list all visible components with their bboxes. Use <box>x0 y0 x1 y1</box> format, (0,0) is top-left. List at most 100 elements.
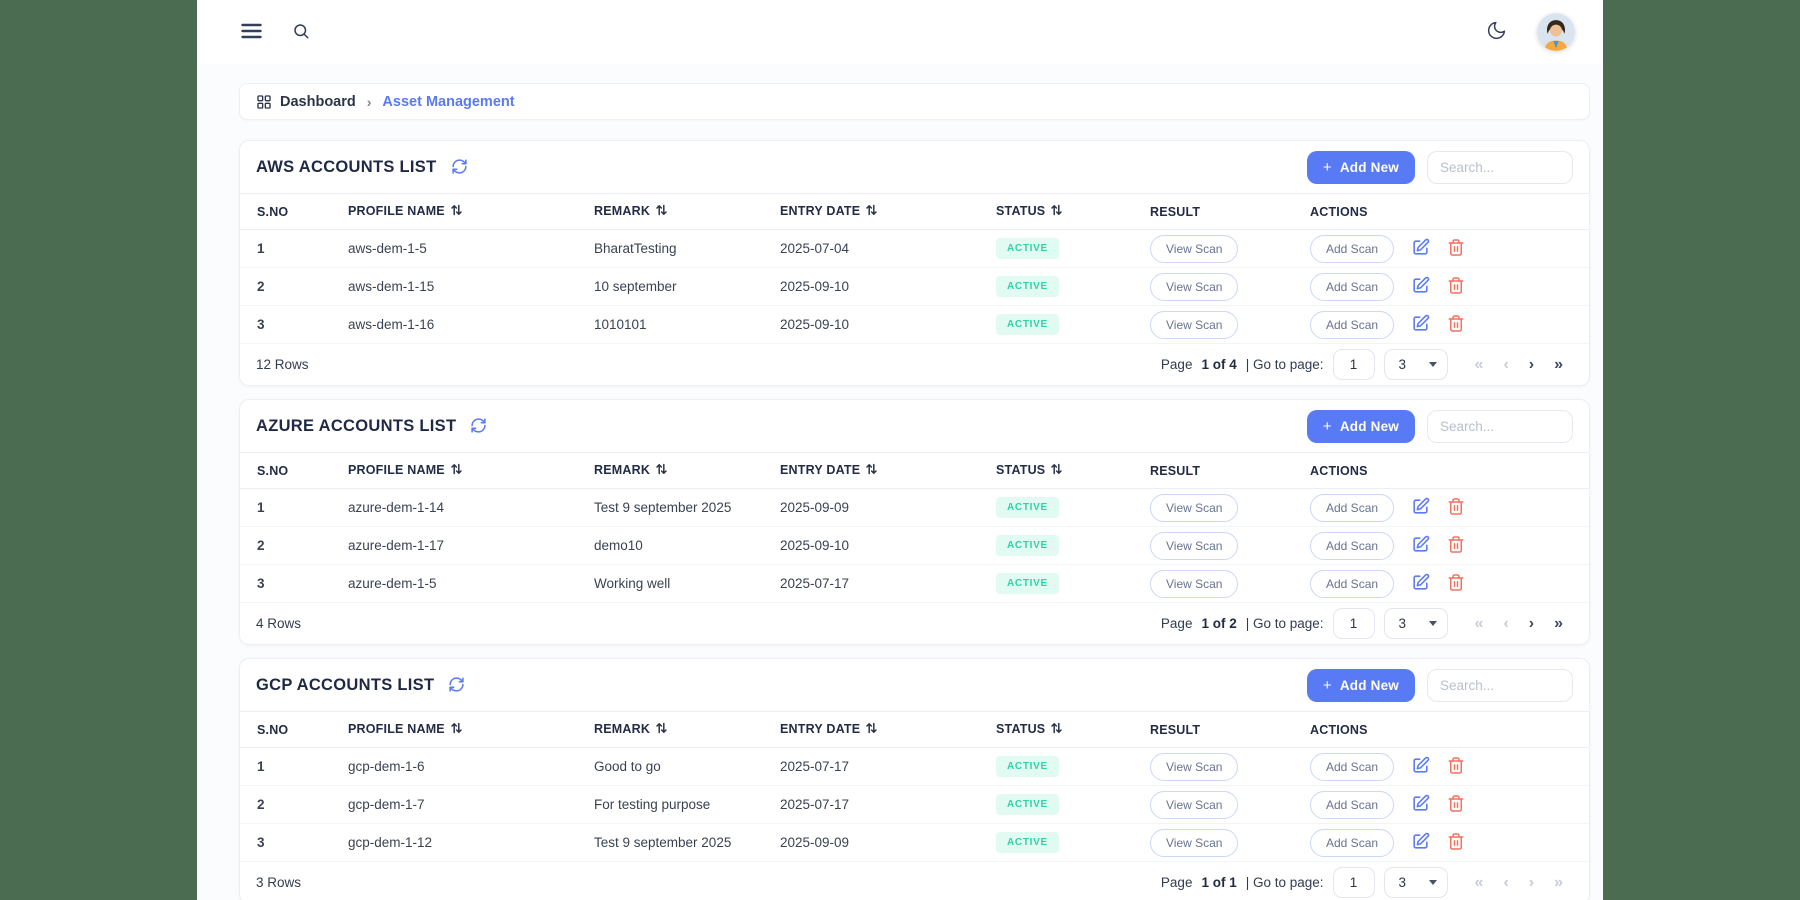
edit-button[interactable] <box>1411 794 1430 816</box>
edit-button[interactable] <box>1411 535 1430 557</box>
add-scan-button[interactable]: Add Scan <box>1310 752 1395 781</box>
user-avatar[interactable] <box>1537 13 1575 51</box>
page-size-select[interactable]: 3 <box>1383 608 1448 639</box>
delete-button[interactable] <box>1447 238 1465 260</box>
delete-button[interactable] <box>1447 794 1465 816</box>
add-new-button[interactable]: + Add New <box>1306 669 1415 702</box>
edit-button[interactable] <box>1411 314 1430 336</box>
add-scan-button[interactable]: Add Scan <box>1310 272 1395 301</box>
last-page-button[interactable]: » <box>1544 615 1573 632</box>
add-new-button[interactable]: + Add New <box>1306 410 1415 443</box>
delete-button[interactable] <box>1447 535 1465 557</box>
view-scan-button[interactable]: View Scan <box>1150 531 1239 560</box>
refresh-button[interactable] <box>449 156 470 180</box>
column-header-remark[interactable]: REMARK <box>584 193 770 230</box>
delete-button[interactable] <box>1447 314 1465 336</box>
view-scan-button[interactable]: View Scan <box>1150 752 1239 781</box>
add-scan-button[interactable]: Add Scan <box>1310 569 1395 598</box>
delete-button[interactable] <box>1447 276 1465 298</box>
theme-toggle-button[interactable] <box>1482 16 1511 48</box>
column-header-entry-date[interactable]: ENTRY DATE <box>770 452 986 489</box>
cell-result: View Scan <box>1140 229 1300 268</box>
menu-button[interactable] <box>237 19 266 46</box>
cell-remark: Test 9 september 2025 <box>584 823 770 862</box>
caret-down-icon <box>1428 880 1437 885</box>
rows-count-label: 4 Rows <box>256 616 302 631</box>
page-size-value: 3 <box>1398 357 1407 372</box>
search-button[interactable] <box>288 18 314 47</box>
table-search-input[interactable] <box>1427 410 1573 443</box>
column-label: RESULT <box>1150 722 1201 737</box>
cell-profile-name: gcp-dem-1-7 <box>338 785 584 824</box>
column-label: REMARK <box>594 722 651 736</box>
table-card-header: GCP ACCOUNTS LIST + Add New <box>240 659 1589 711</box>
view-scan-button[interactable]: View Scan <box>1150 234 1239 263</box>
page-size-select[interactable]: 3 <box>1383 867 1448 898</box>
delete-button[interactable] <box>1447 832 1465 854</box>
breadcrumb-dashboard-link[interactable]: Dashboard <box>256 94 356 110</box>
delete-button[interactable] <box>1447 573 1465 595</box>
table-search-input[interactable] <box>1427 669 1573 702</box>
actions-group: Add Scan <box>1310 493 1579 522</box>
edit-button[interactable] <box>1411 276 1430 298</box>
column-label: RESULT <box>1150 463 1201 478</box>
edit-button[interactable] <box>1411 238 1430 260</box>
column-header-status[interactable]: STATUS <box>986 452 1140 489</box>
column-header-remark[interactable]: REMARK <box>584 711 770 748</box>
add-scan-button[interactable]: Add Scan <box>1310 828 1395 857</box>
edit-button[interactable] <box>1411 756 1430 778</box>
column-label: PROFILE NAME <box>348 722 445 736</box>
view-scan-button[interactable]: View Scan <box>1150 790 1239 819</box>
page-size-select[interactable]: 3 <box>1383 349 1448 380</box>
refresh-button[interactable] <box>468 415 489 439</box>
add-scan-button[interactable]: Add Scan <box>1310 493 1395 522</box>
column-header-status[interactable]: STATUS <box>986 193 1140 230</box>
goto-page-input[interactable] <box>1332 867 1375 898</box>
edit-pencil-icon <box>1411 573 1430 595</box>
edit-button[interactable] <box>1411 497 1430 519</box>
view-scan-button[interactable]: View Scan <box>1150 493 1239 522</box>
column-header-remark[interactable]: REMARK <box>584 452 770 489</box>
table-row: 3 gcp-dem-1-12 Test 9 september 2025 2025-0… <box>240 823 1589 862</box>
goto-page-input[interactable] <box>1332 608 1375 639</box>
table-header-row: S.NO PROFILE NAME REMARK ENTRY DATE STATUS RE… <box>240 193 1589 230</box>
next-page-button[interactable]: › <box>1519 356 1544 373</box>
page-value: 1 of 4 <box>1201 357 1237 372</box>
trash-icon <box>1447 832 1465 854</box>
add-scan-button[interactable]: Add Scan <box>1310 310 1395 339</box>
actions-group: Add Scan <box>1310 790 1579 819</box>
delete-button[interactable] <box>1447 756 1465 778</box>
refresh-button[interactable] <box>446 674 467 698</box>
edit-button[interactable] <box>1411 573 1430 595</box>
trash-icon <box>1447 314 1465 336</box>
view-scan-button[interactable]: View Scan <box>1150 569 1239 598</box>
cell-remark: Good to go <box>584 747 770 786</box>
view-scan-button[interactable]: View Scan <box>1150 310 1239 339</box>
column-header-entry-date[interactable]: ENTRY DATE <box>770 193 986 230</box>
status-badge: ACTIVE <box>996 832 1059 853</box>
column-label: PROFILE NAME <box>348 463 445 477</box>
view-scan-button[interactable]: View Scan <box>1150 828 1239 857</box>
table-search-input[interactable] <box>1427 151 1573 184</box>
delete-button[interactable] <box>1447 497 1465 519</box>
cell-actions: Add Scan <box>1300 305 1589 344</box>
pagination-nav: «‹ ›» <box>1465 874 1573 891</box>
next-page-button[interactable]: › <box>1519 615 1544 632</box>
column-header-status[interactable]: STATUS <box>986 711 1140 748</box>
add-new-button[interactable]: + Add New <box>1306 151 1415 184</box>
column-header-profile-name[interactable]: PROFILE NAME <box>338 193 584 230</box>
add-scan-button[interactable]: Add Scan <box>1310 234 1395 263</box>
add-scan-button[interactable]: Add Scan <box>1310 790 1395 819</box>
edit-button[interactable] <box>1411 832 1430 854</box>
cell-actions: Add Scan <box>1300 229 1589 268</box>
view-scan-button[interactable]: View Scan <box>1150 272 1239 301</box>
page-label: Page <box>1160 875 1193 890</box>
column-header-profile-name[interactable]: PROFILE NAME <box>338 452 584 489</box>
last-page-button[interactable]: » <box>1544 356 1573 373</box>
page-content: Dashboard › Asset Management AWS ACCOUNT… <box>197 83 1603 900</box>
add-scan-button[interactable]: Add Scan <box>1310 531 1395 560</box>
goto-page-input[interactable] <box>1332 349 1375 380</box>
column-header-profile-name[interactable]: PROFILE NAME <box>338 711 584 748</box>
column-header-entry-date[interactable]: ENTRY DATE <box>770 711 986 748</box>
edit-pencil-icon <box>1411 276 1430 298</box>
